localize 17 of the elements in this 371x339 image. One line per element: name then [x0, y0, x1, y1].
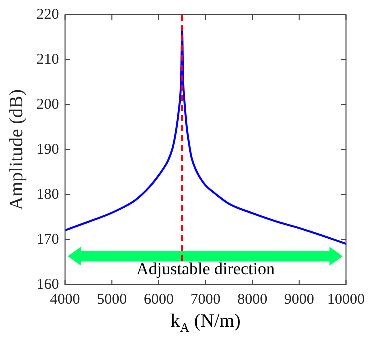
line-series [65, 28, 346, 246]
x-tick-label: 9000 [284, 292, 314, 308]
x-tick-label: 6000 [144, 292, 174, 308]
y-tick-label: 200 [36, 96, 60, 113]
x-tick-label: 10000 [328, 292, 365, 308]
y-tick-label: 180 [36, 186, 60, 203]
x-tick-label: 7000 [190, 292, 221, 308]
y-tick-label: 220 [36, 6, 60, 23]
x-tick-label: 5000 [97, 292, 128, 308]
y-tick-label: 160 [36, 276, 60, 293]
x-tick-label: 4000 [50, 292, 80, 308]
y-tick-label: 170 [36, 232, 60, 248]
y-axis-title: Amplitude (dB) [6, 90, 28, 210]
y-tick-label: 190 [36, 142, 60, 158]
y-tick-label: 210 [36, 52, 60, 68]
x-tick-label: 8000 [238, 292, 268, 308]
annotation: Adjustable direction [136, 260, 276, 279]
